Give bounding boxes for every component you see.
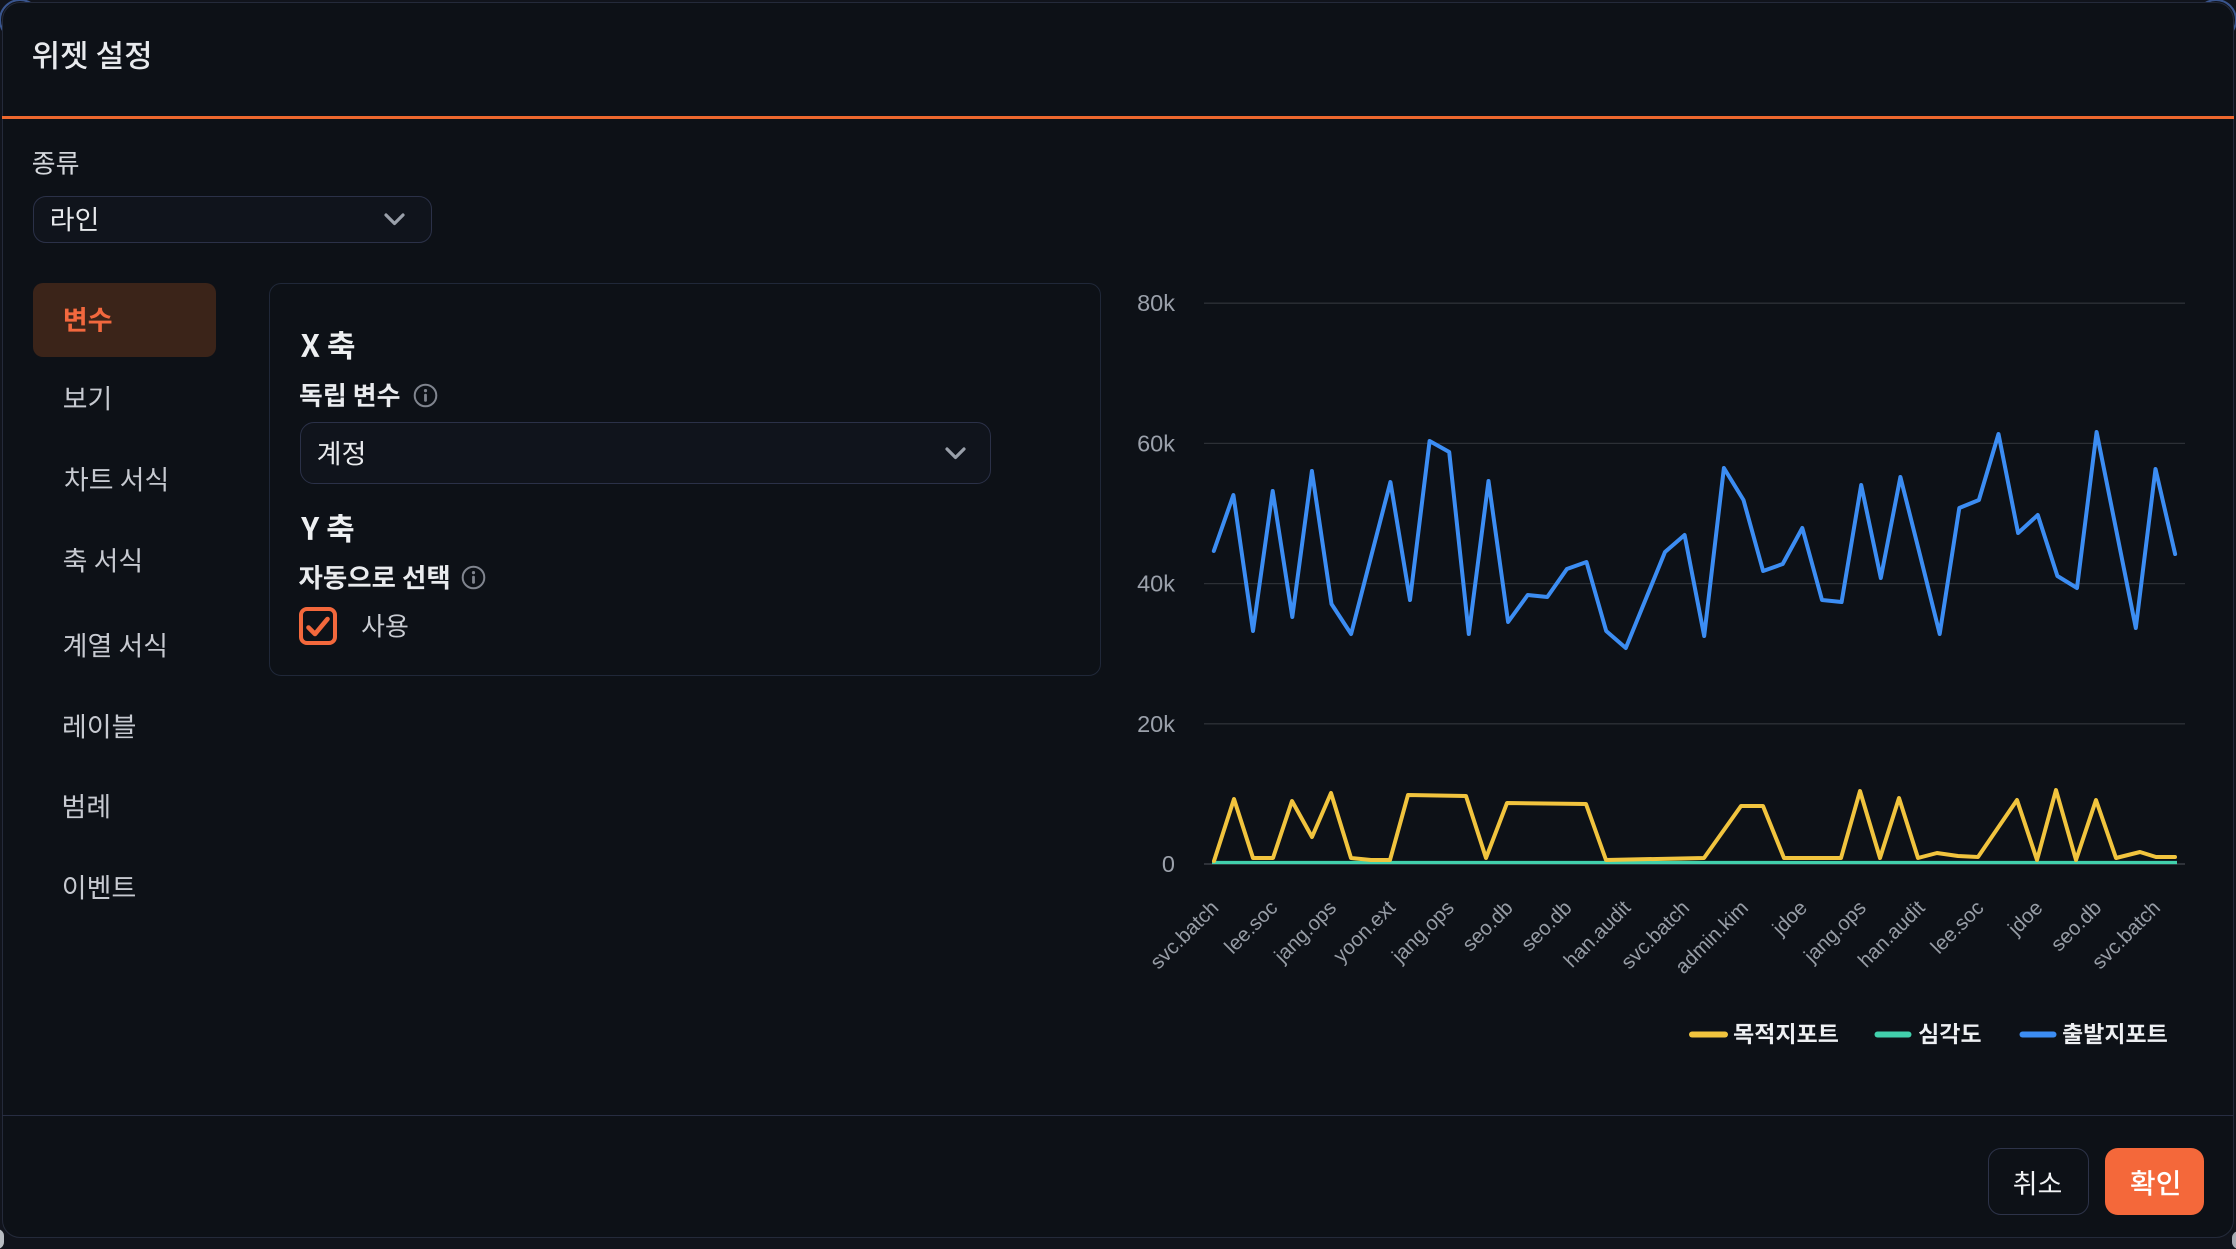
svg-text:yoon.ext: yoon.ext (1329, 896, 1400, 967)
svg-text:40k: 40k (1137, 571, 1175, 597)
svg-text:jdoe: jdoe (2003, 896, 2047, 940)
svg-text:lee.soc: lee.soc (1926, 896, 1988, 958)
svg-text:jdoe: jdoe (1767, 896, 1811, 940)
svg-text:seo.db: seo.db (1458, 896, 1518, 956)
svg-text:jang.ops: jang.ops (1269, 896, 1341, 968)
svg-text:80k: 80k (1137, 290, 1175, 316)
svg-text:jang.ops: jang.ops (1387, 896, 1459, 968)
svg-text:20k: 20k (1137, 711, 1175, 737)
svg-text:0: 0 (1162, 851, 1175, 877)
svg-text:svc.batch: svc.batch (1146, 896, 1224, 974)
svg-text:60k: 60k (1137, 430, 1175, 456)
